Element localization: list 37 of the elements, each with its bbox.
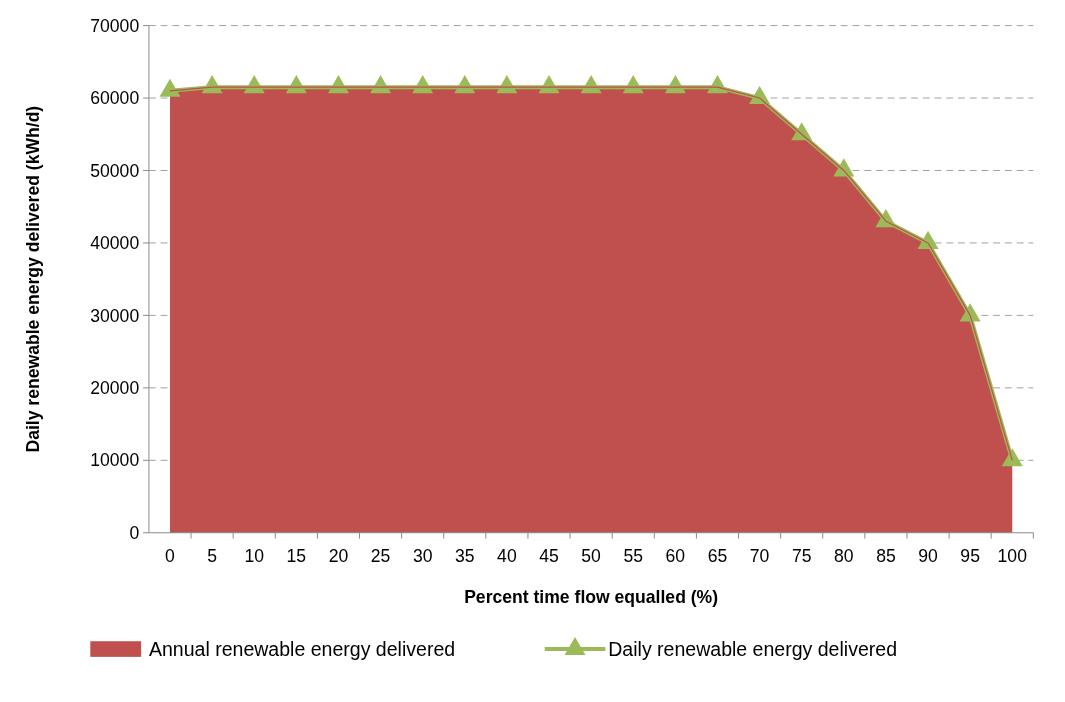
x-tick-label: 70 xyxy=(749,546,770,567)
legend-label: Daily renewable energy delivered xyxy=(608,637,898,660)
x-tick-label: 25 xyxy=(370,546,391,567)
point xyxy=(159,78,181,97)
x-tick-label: 60 xyxy=(665,546,686,567)
y-tick-label: 50000 xyxy=(90,160,140,181)
x-tick-label: 20 xyxy=(328,546,349,567)
point xyxy=(833,158,855,177)
y-tick-label: 0 xyxy=(129,522,140,543)
legend-label: Annual renewable energy delivered xyxy=(148,637,456,660)
x-tick-label: 95 xyxy=(960,546,981,567)
x-tick-label: 30 xyxy=(412,546,433,567)
x-tick-label: 40 xyxy=(497,546,517,567)
x-tick-label: 75 xyxy=(791,546,812,567)
x-tick-label: 100 xyxy=(997,546,1028,567)
x-tick-label: 45 xyxy=(539,546,560,567)
x-tick-label: 65 xyxy=(707,546,728,567)
y-tick-label: 60000 xyxy=(90,88,140,109)
y-axis-title: Daily renewable energy delivered (kWh/d) xyxy=(23,105,44,453)
y-tick-label: 40000 xyxy=(90,233,140,254)
x-tick-label: 15 xyxy=(286,546,307,567)
y-tick-label: 70000 xyxy=(90,15,140,36)
x-tick-label: 10 xyxy=(244,546,265,567)
point xyxy=(917,230,939,250)
y-tick-label: 30000 xyxy=(90,305,140,326)
y-tick-label: 20000 xyxy=(90,378,140,399)
x-axis-title: Percent time flow equalled (%) xyxy=(464,587,719,608)
x-tick-label: 55 xyxy=(623,546,644,567)
point xyxy=(1001,448,1023,467)
x-tick-label: 5 xyxy=(207,546,218,567)
x-tick-label: 85 xyxy=(876,546,896,567)
x-tick-label: 0 xyxy=(165,546,176,567)
x-tick-label: 80 xyxy=(834,546,854,567)
x-tick-label: 90 xyxy=(918,546,939,567)
x-tick-label: 35 xyxy=(455,546,475,567)
y-tick-label: 10000 xyxy=(90,450,140,471)
x-tick-label: 50 xyxy=(581,546,602,567)
